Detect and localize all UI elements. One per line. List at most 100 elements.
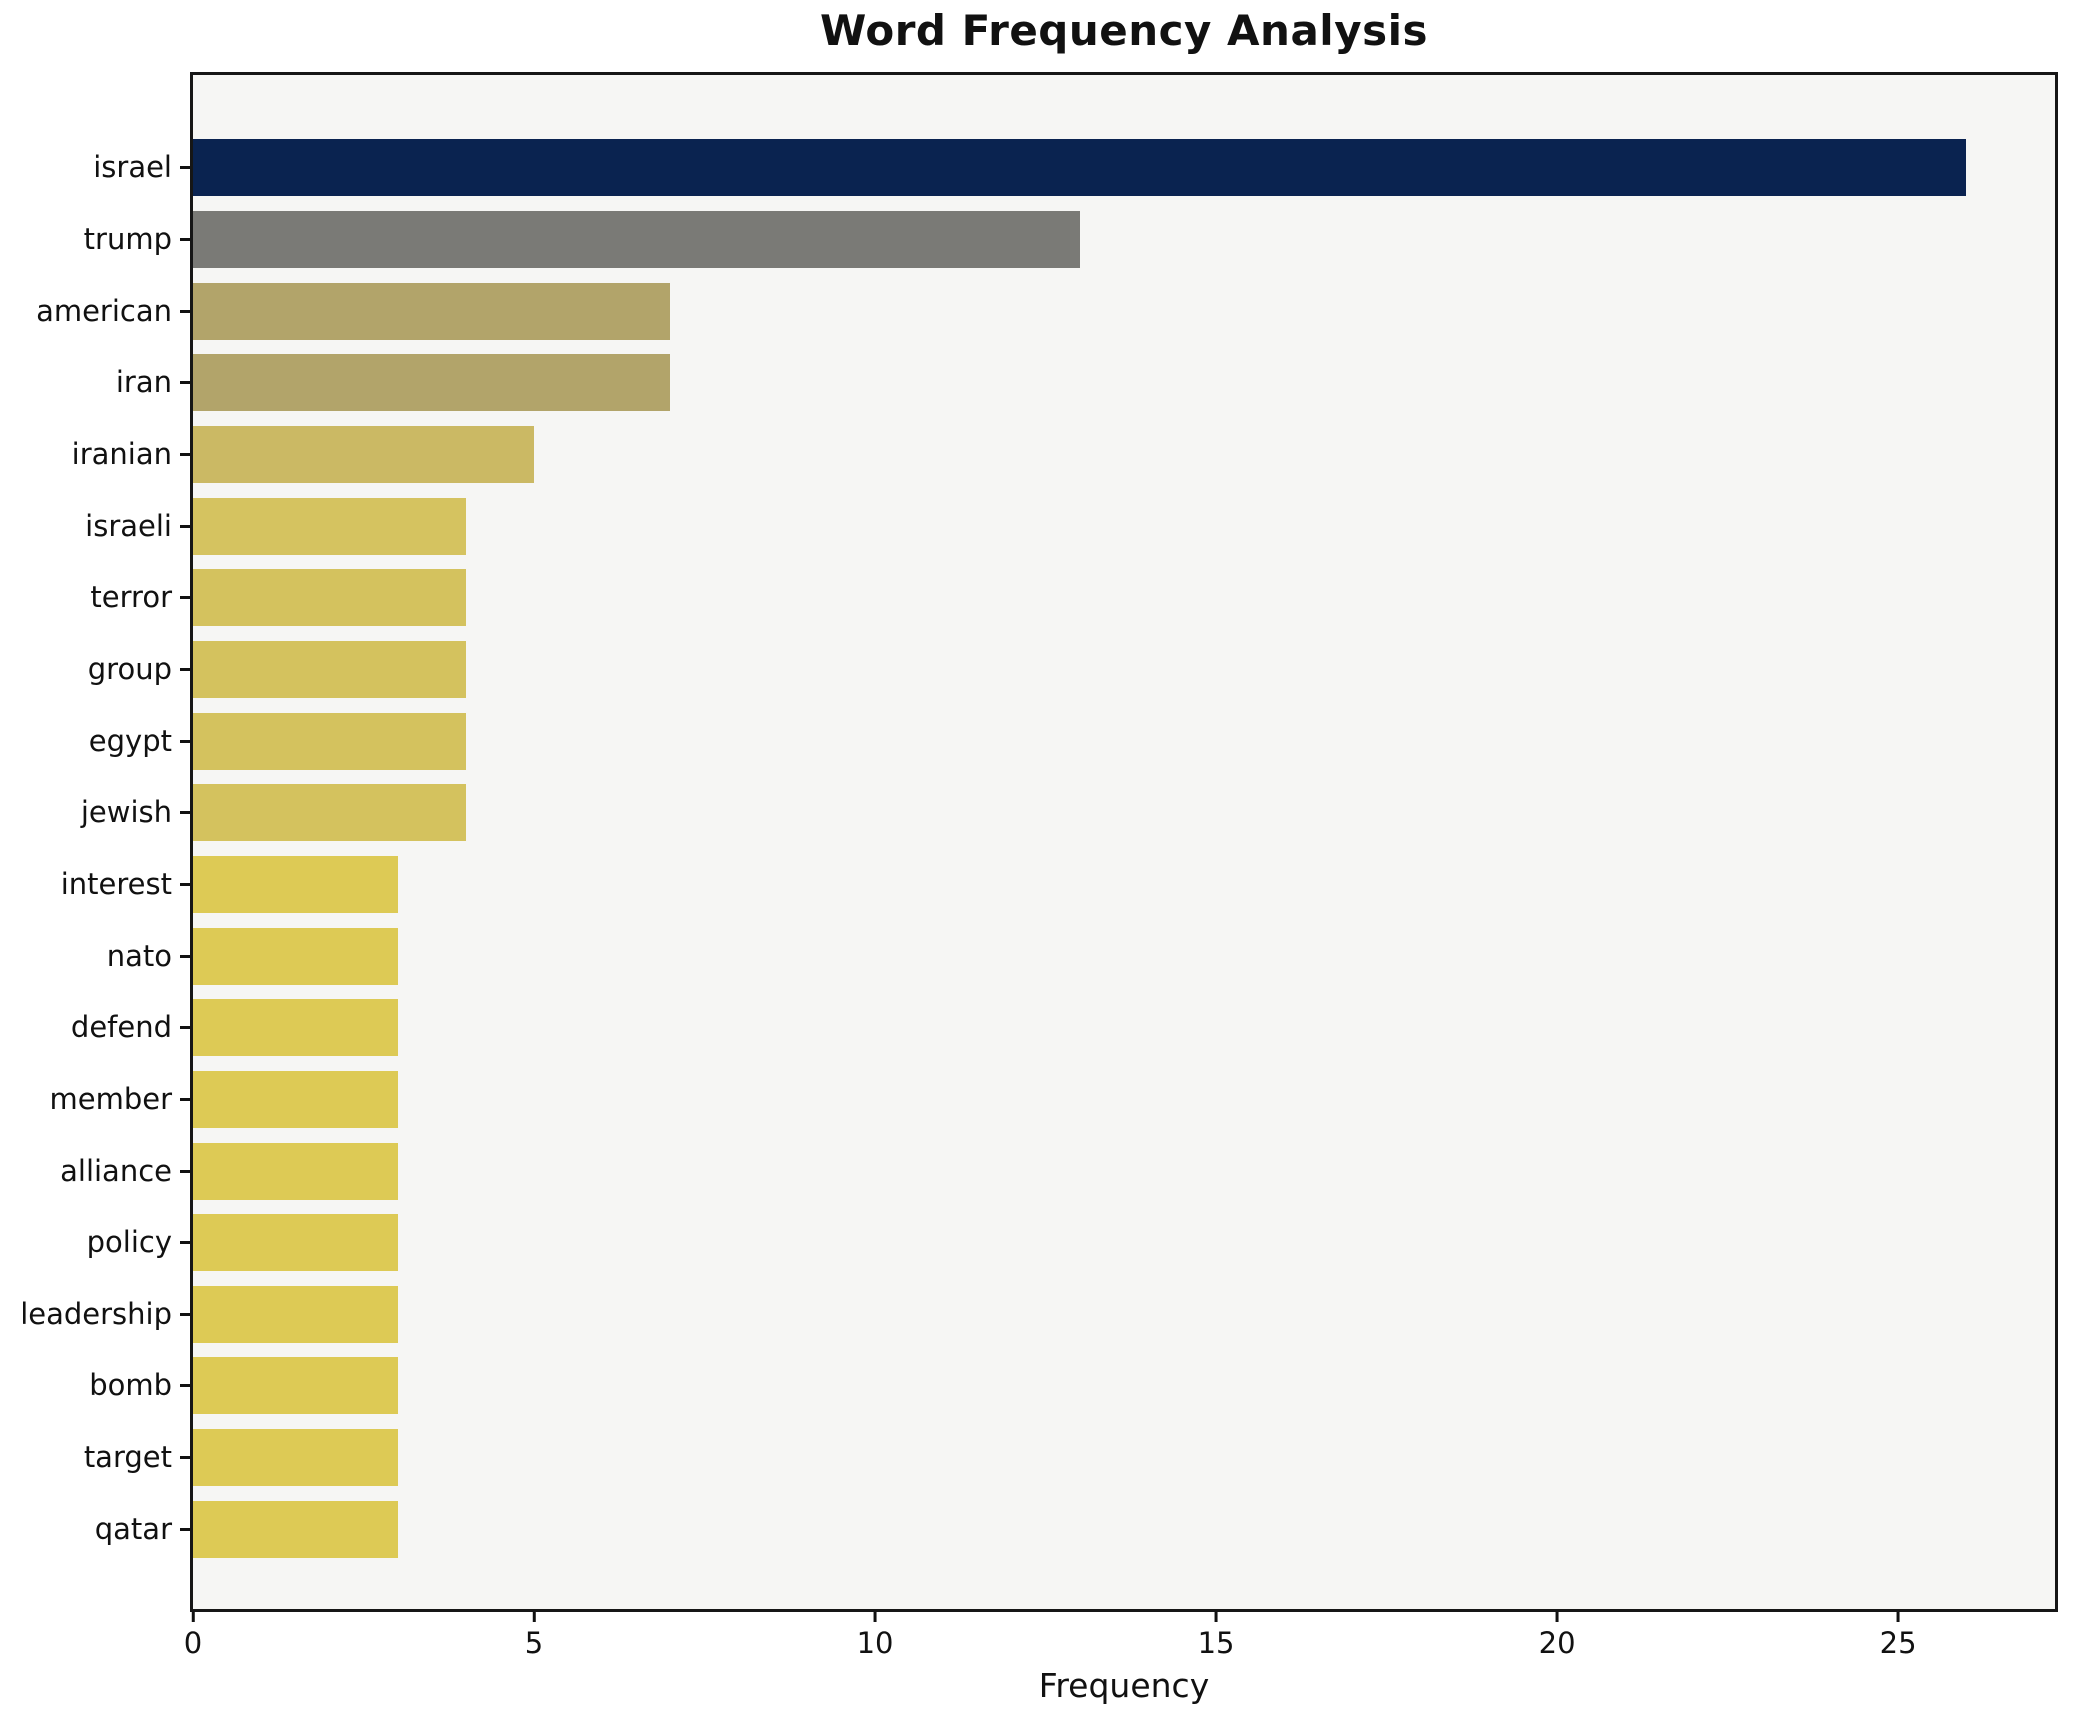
y-label-leadership: leadership — [20, 1296, 172, 1331]
y-tick-row: qatar — [0, 1493, 190, 1565]
x-axis: 0 5 10 15 20 25 — [184, 1612, 2055, 1672]
chart-title: Word Frequency Analysis — [820, 6, 1428, 55]
y-label-trump: trump — [83, 221, 172, 256]
bar-terror — [193, 569, 466, 627]
y-label-qatar: qatar — [94, 1511, 172, 1546]
bar-defend — [193, 999, 398, 1057]
y-label-israel: israel — [93, 150, 172, 185]
y-tick-mark — [180, 1384, 190, 1388]
y-label-defend: defend — [70, 1010, 172, 1045]
y-label-nato: nato — [106, 938, 172, 973]
bar-row — [193, 1493, 2055, 1565]
y-tick-row: nato — [0, 920, 190, 992]
y-label-iran: iran — [115, 365, 172, 400]
x-tick-25: 25 — [1880, 1612, 1917, 1658]
y-tick-mark — [180, 166, 190, 170]
x-tick-label: 15 — [1197, 1626, 1235, 1660]
y-tick-row: target — [0, 1422, 190, 1494]
y-tick-mark — [180, 1026, 190, 1030]
y-tick-mark — [180, 1241, 190, 1245]
bar-row — [193, 992, 2055, 1064]
y-label-group: group — [87, 651, 172, 686]
y-label-iranian: iranian — [71, 436, 172, 471]
x-tick-label: 25 — [1879, 1626, 1917, 1660]
bar-row — [193, 1350, 2055, 1422]
bar-row — [193, 419, 2055, 491]
y-tick-mark — [180, 524, 190, 528]
bar-row — [193, 705, 2055, 777]
y-label-target: target — [83, 1440, 172, 1475]
y-label-bomb: bomb — [89, 1368, 172, 1403]
bar-row — [193, 777, 2055, 849]
x-axis-label: Frequency — [1038, 1666, 1210, 1705]
y-tick-mark — [180, 596, 190, 600]
y-tick-row: trump — [0, 204, 190, 276]
y-tick-row: american — [0, 275, 190, 347]
y-label-interest: interest — [60, 866, 172, 901]
bar-jewish — [193, 784, 466, 842]
bar-row — [193, 347, 2055, 419]
y-label-egypt: egypt — [88, 723, 172, 758]
y-tick-mark — [180, 1527, 190, 1531]
bar-row — [193, 1207, 2055, 1279]
bar-iranian — [193, 425, 535, 483]
y-label-american: american — [36, 293, 172, 328]
bar-row — [193, 1064, 2055, 1136]
y-label-alliance: alliance — [60, 1153, 172, 1188]
y-tick-row: leadership — [0, 1279, 190, 1351]
y-tick-row: member — [0, 1064, 190, 1136]
x-tick-mark — [873, 1612, 877, 1622]
y-axis-labels: israel trump american iran iranian israeli ter… — [0, 72, 190, 1612]
bar-alliance — [193, 1142, 398, 1200]
y-tick-row: group — [0, 634, 190, 706]
y-tick-mark — [180, 237, 190, 241]
y-tick-row: defend — [0, 992, 190, 1064]
y-tick-row: jewish — [0, 777, 190, 849]
bar-target — [193, 1429, 398, 1487]
bar-row — [193, 1422, 2055, 1494]
y-tick-mark — [180, 811, 190, 815]
y-label-israeli: israeli — [85, 508, 172, 543]
bar-policy — [193, 1214, 398, 1272]
y-tick-row: iranian — [0, 419, 190, 491]
y-tick-mark — [180, 1456, 190, 1460]
x-tick-mark — [532, 1612, 536, 1622]
bar-iran — [193, 354, 671, 412]
y-tick-row: bomb — [0, 1350, 190, 1422]
bar-member — [193, 1070, 398, 1128]
x-tick-label: 20 — [1538, 1626, 1576, 1660]
x-tick-label: 5 — [524, 1626, 544, 1660]
y-tick-row: interest — [0, 849, 190, 921]
y-tick-mark — [180, 309, 190, 313]
y-tick-row: terror — [0, 562, 190, 634]
bar-leadership — [193, 1285, 398, 1343]
bar-row — [193, 562, 2055, 634]
bar-trump — [193, 210, 1080, 268]
bar-nato — [193, 927, 398, 985]
x-tick-5: 5 — [525, 1612, 543, 1658]
y-tick-row: israeli — [0, 490, 190, 562]
x-tick-10: 10 — [857, 1612, 894, 1658]
y-tick-mark — [180, 452, 190, 456]
bar-row — [193, 920, 2055, 992]
bar-row — [193, 1135, 2055, 1207]
bar-bomb — [193, 1357, 398, 1415]
y-label-member: member — [49, 1081, 172, 1116]
y-tick-row: israel — [0, 132, 190, 204]
x-tick-0: 0 — [184, 1612, 202, 1658]
y-tick-mark — [180, 954, 190, 958]
bar-row — [193, 132, 2055, 204]
y-tick-mark — [180, 1097, 190, 1101]
x-tick-20: 20 — [1539, 1612, 1576, 1658]
y-tick-row: iran — [0, 347, 190, 419]
x-tick-mark — [191, 1612, 195, 1622]
y-label-terror: terror — [90, 580, 172, 615]
x-tick-mark — [1896, 1612, 1900, 1622]
bar-qatar — [193, 1500, 398, 1558]
y-tick-mark — [180, 381, 190, 385]
bar-row — [193, 1279, 2055, 1351]
y-tick-row: policy — [0, 1207, 190, 1279]
y-tick-row: egypt — [0, 705, 190, 777]
y-label-policy: policy — [86, 1225, 172, 1260]
